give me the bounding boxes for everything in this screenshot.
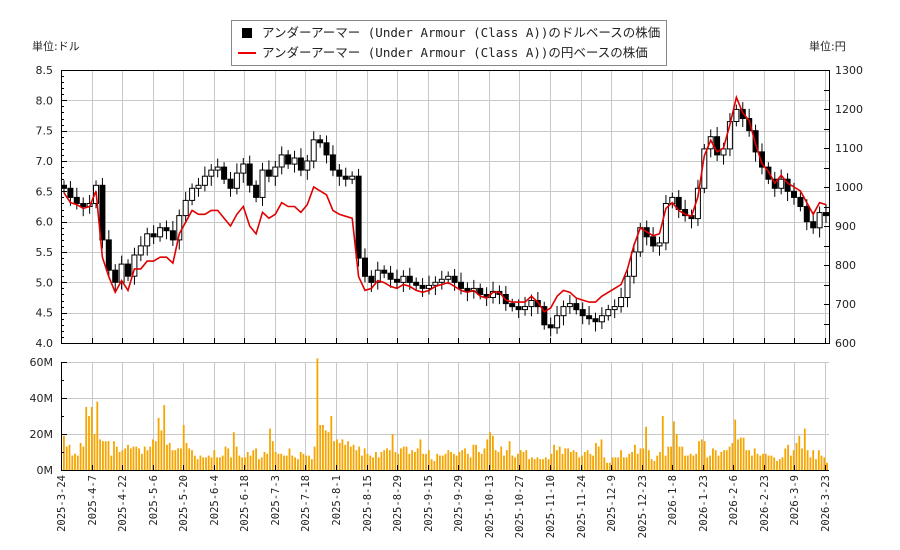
jpy-price-line [63, 94, 827, 313]
svg-text:4.5: 4.5 [36, 307, 54, 320]
svg-text:8.0: 8.0 [36, 94, 54, 107]
svg-text:2025-4-22: 2025-4-22 [117, 475, 129, 532]
left-unit-label: 単位:ドル [32, 40, 80, 53]
axes [61, 70, 830, 471]
svg-text:700: 700 [835, 298, 856, 311]
legend-item-usd: アンダーアーマー (Under Armour (Class A))のドルベースの… [238, 23, 660, 43]
svg-text:2025-8-15: 2025-8-15 [362, 475, 374, 532]
black-square-icon [242, 28, 252, 38]
svg-text:1200: 1200 [835, 103, 863, 116]
y-axis-right-labels: 600 700 800 900 1000 1100 1200 1300 [835, 64, 863, 350]
svg-text:2026-2-23: 2026-2-23 [759, 475, 771, 532]
svg-text:7.5: 7.5 [36, 125, 54, 138]
price-grid [61, 70, 829, 344]
svg-text:2026-3-23: 2026-3-23 [820, 475, 832, 532]
svg-text:1100: 1100 [835, 142, 863, 155]
svg-text:800: 800 [835, 259, 856, 272]
volume-bars [63, 358, 828, 470]
svg-text:1000: 1000 [835, 181, 863, 194]
svg-text:2025-10-13: 2025-10-13 [484, 475, 496, 538]
y-axis-left-labels: 4.0 4.5 5.0 5.5 6.0 6.5 7.0 7.5 8.0 8.5 [36, 64, 54, 350]
x-axis-date-labels: 2025-3-24 2025-4-7 2025-4-22 2025-5-6 2025-5… [56, 475, 832, 538]
svg-text:8.5: 8.5 [36, 64, 54, 77]
usd-candlesticks [61, 102, 829, 337]
svg-text:1300: 1300 [835, 64, 863, 77]
svg-text:0M: 0M [37, 464, 54, 477]
svg-text:7.0: 7.0 [36, 155, 54, 168]
svg-text:6.5: 6.5 [36, 185, 54, 198]
legend-usd-label: アンダーアーマー (Under Armour (Class A))のドルベースの… [262, 25, 661, 40]
svg-text:2025-3-24: 2025-3-24 [56, 475, 68, 532]
svg-text:2025-9-15: 2025-9-15 [423, 475, 435, 532]
svg-text:5.5: 5.5 [36, 246, 54, 259]
right-unit-label: 単位:円 [809, 40, 846, 53]
svg-text:2025-8-1: 2025-8-1 [331, 475, 343, 526]
svg-text:2026-1-8: 2026-1-8 [667, 475, 679, 526]
svg-text:2025-5-6: 2025-5-6 [148, 475, 160, 526]
svg-text:2026-1-23: 2026-1-23 [698, 475, 710, 532]
svg-text:2025-7-18: 2025-7-18 [300, 475, 312, 532]
svg-text:2025-5-20: 2025-5-20 [178, 475, 190, 532]
svg-text:2025-6-4: 2025-6-4 [209, 475, 221, 526]
svg-text:4.0: 4.0 [36, 337, 54, 350]
legend-jpy-label: アンダーアーマー (Under Armour (Class A))の円ベースの株… [262, 45, 648, 60]
svg-text:2026-3-9: 2026-3-9 [789, 475, 801, 526]
svg-text:900: 900 [835, 220, 856, 233]
svg-text:2025-8-29: 2025-8-29 [392, 475, 404, 532]
chart-legend: アンダーアーマー (Under Armour (Class A))のドルベースの… [231, 20, 667, 66]
svg-text:6.0: 6.0 [36, 216, 54, 229]
svg-text:600: 600 [835, 337, 856, 350]
svg-text:2025-11-24: 2025-11-24 [576, 475, 588, 538]
svg-text:60M: 60M [30, 356, 54, 369]
svg-text:2025-7-3: 2025-7-3 [270, 475, 282, 526]
svg-text:2025-9-29: 2025-9-29 [453, 475, 465, 532]
svg-text:2025-12-9: 2025-12-9 [606, 475, 618, 532]
svg-text:2025-11-10: 2025-11-10 [545, 475, 557, 538]
svg-text:2025-6-18: 2025-6-18 [239, 475, 251, 532]
svg-text:2025-12-23: 2025-12-23 [637, 475, 649, 538]
svg-text:5.0: 5.0 [36, 276, 54, 289]
svg-text:40M: 40M [30, 392, 54, 405]
volume-axis-labels: 0M 20M 40M 60M [30, 356, 54, 477]
svg-text:2025-4-7: 2025-4-7 [87, 475, 99, 526]
red-line-icon [238, 52, 256, 54]
svg-text:20M: 20M [30, 428, 54, 441]
svg-text:2026-2-6: 2026-2-6 [728, 475, 740, 526]
legend-item-jpy: アンダーアーマー (Under Armour (Class A))の円ベースの株… [238, 43, 648, 63]
svg-text:2025-10-27: 2025-10-27 [514, 475, 526, 538]
